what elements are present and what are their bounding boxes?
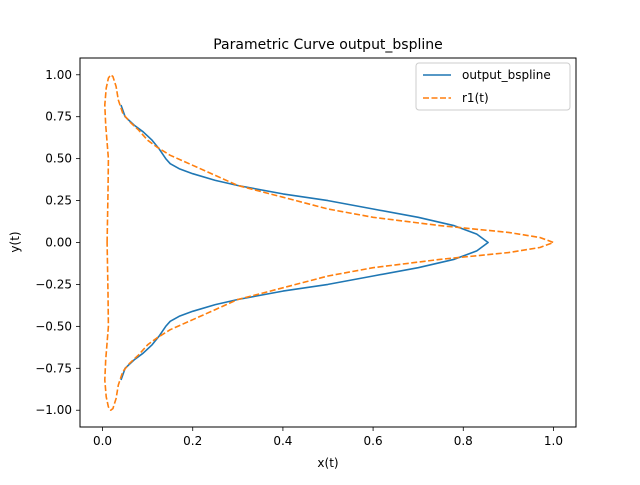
x-tick-label: 0.2 xyxy=(183,434,202,448)
y-axis-title: y(t) xyxy=(8,231,22,252)
y-tick-label: −0.75 xyxy=(35,361,72,375)
y-axis: −1.00 −0.75 −0.50 −0.25 0.00 0.25 0.50 0.75 1.00 xyxy=(35,68,80,417)
x-tick-label: 0.6 xyxy=(364,434,383,448)
y-tick-label: 0.00 xyxy=(45,236,72,250)
y-tick-label: −0.50 xyxy=(35,319,72,333)
y-tick-label: 0.75 xyxy=(45,110,72,124)
series-line-1 xyxy=(104,74,555,411)
series-line-0 xyxy=(120,104,489,381)
y-tick-label: 1.00 xyxy=(45,68,72,82)
y-tick-label: −0.25 xyxy=(35,277,72,291)
x-axis: 0.0 0.2 0.4 0.6 0.8 1.0 xyxy=(93,427,563,448)
x-tick-label: 0.0 xyxy=(93,434,112,448)
legend-box xyxy=(415,62,571,111)
y-tick-label: 0.25 xyxy=(45,194,72,208)
x-tick-label: 1.0 xyxy=(544,434,563,448)
series-layer xyxy=(104,74,555,411)
chart-title: Parametric Curve output_bspline xyxy=(213,37,443,53)
x-tick-label: 0.4 xyxy=(273,434,292,448)
x-tick-label: 0.8 xyxy=(454,434,473,448)
y-tick-label: 0.50 xyxy=(45,152,72,166)
legend-label-output-bspline: output_bspline xyxy=(462,68,551,82)
x-axis-title: x(t) xyxy=(317,456,338,470)
y-tick-label: −1.00 xyxy=(35,403,72,417)
legend-label-r1: r1(t) xyxy=(462,91,489,105)
legend: output_bspline r1(t) xyxy=(415,62,571,111)
